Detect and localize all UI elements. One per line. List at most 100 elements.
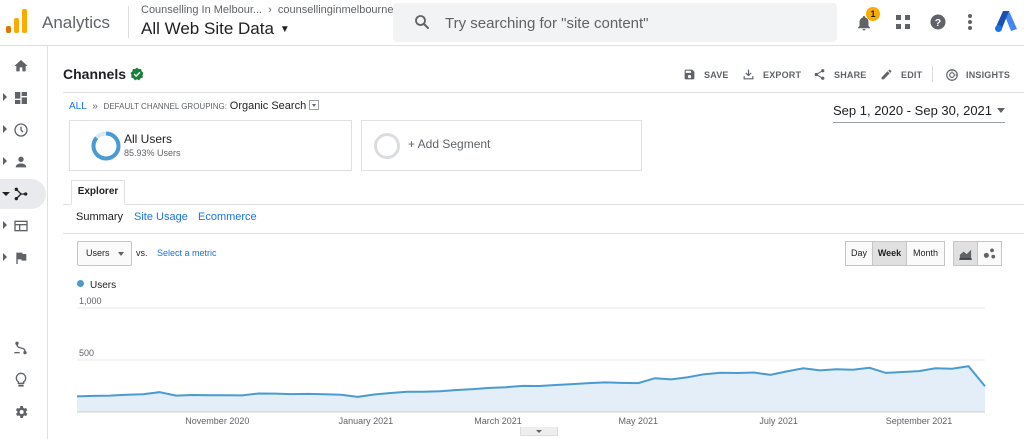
person-icon [15,156,27,168]
ads-logo-icon [995,11,1017,32]
app-name: Analytics [42,13,111,32]
property-name: counsellinginmelbourne... [277,4,403,16]
share-icon [814,69,825,80]
x-tick-label: July 2021 [759,416,798,426]
segment-all-users[interactable]: All Users 85.93% Users [69,120,352,171]
nav-customization[interactable] [0,83,48,113]
x-tick-label: November 2020 [185,416,249,426]
nav-behavior[interactable] [0,211,48,241]
segment-donut [91,131,121,161]
search-bar[interactable] [393,3,837,42]
y-tick-label: 500 [79,348,94,358]
report-actions: SAVE EXPORT SHARE EDIT INSIGHTS [0,68,1024,82]
segment-placeholder-icon [374,133,400,159]
nav-attribution[interactable] [0,333,48,363]
chart-legend: Users [77,280,116,291]
flag-icon [16,252,27,264]
add-segment-label: + Add Segment [408,137,491,151]
account-avatar[interactable] [994,9,1018,35]
subtab-ecommerce[interactable]: Ecommerce [198,211,257,223]
chevron-right-icon: › [268,4,272,16]
period-month-button[interactable]: Month [906,241,945,266]
metric-select[interactable]: Users [77,241,132,266]
share-label: SHARE [834,70,867,80]
apps-grid-icon [896,15,910,29]
actions-divider [932,66,933,82]
subtab-summary[interactable]: Summary [76,211,124,223]
nav-acquisition[interactable] [0,179,46,209]
legend-label: Users [90,280,117,291]
nav-conversions[interactable] [0,243,48,273]
account-selector[interactable]: Counselling In Melbour... › counsellingi… [141,4,403,16]
nav-audience[interactable] [0,147,48,177]
save-label: SAVE [704,70,729,80]
expand-arrow-icon [2,192,10,196]
page-title: Channels [63,66,127,82]
clock-icon [14,123,28,137]
users-area-chart: 1,000 500 November 2020 January 2021 March 2… [76,296,986,426]
breadcrumb-value: Organic Search [229,100,307,112]
bell-icon [858,15,870,31]
series-area-users [77,366,985,412]
motion-chart-toggle[interactable] [977,241,1002,266]
add-segment-button[interactable]: + Add Segment [361,120,642,171]
tab-explorer[interactable]: Explorer [71,180,125,205]
svg-text:?: ? [935,17,941,29]
expand-arrow-icon [3,221,7,229]
attribution-icon [14,341,27,355]
nav-admin[interactable] [0,397,48,427]
search-input[interactable] [445,11,825,35]
select-metric-link[interactable]: Select a metric [157,248,217,258]
header-divider [128,6,129,38]
behavior-icon [14,220,28,232]
line-chart-toggle[interactable] [953,241,978,266]
left-nav [0,46,48,439]
x-tick-label: March 2021 [474,416,522,426]
segment-title: All Users [124,132,173,146]
dashboard-icon [15,92,27,104]
breadcrumb-dropdown[interactable] [309,100,320,111]
view-name: All Web Site Data [141,19,274,38]
caret-down-icon [118,252,124,256]
line-chart-icon [959,249,972,260]
period-day-button[interactable]: Day [845,241,873,266]
x-tick-label: May 2021 [619,416,659,426]
date-range-picker[interactable]: Sep 1, 2020 - Sep 30, 2021 [833,103,1005,123]
legend-swatch [77,280,84,287]
period-week-button[interactable]: Week [872,241,907,266]
divider [63,92,1024,93]
apps-button[interactable] [893,12,913,32]
breadcrumb: ALL » DEFAULT CHANNEL GROUPING: Organic … [69,100,320,112]
x-tick-label: January 2021 [339,416,394,426]
bubble-chart-icon [983,248,996,259]
vs-label: vs. [136,248,148,258]
divider [63,233,1024,234]
more-vert-icon [968,14,972,30]
breadcrumb-separator: » [92,101,98,112]
save-icon [684,69,695,80]
caret-down-icon [997,108,1005,113]
analytics-logo[interactable] [6,9,28,33]
help-button[interactable]: ? [928,12,948,32]
export-label: EXPORT [763,70,802,80]
export-icon [743,69,754,80]
expand-arrow-icon [3,93,7,101]
breadcrumb-all-link[interactable]: ALL [69,101,87,112]
expand-arrow-icon [3,125,7,133]
expand-arrow-icon [3,253,7,261]
notifications-button[interactable]: 1 [855,7,880,32]
chart-resize-handle[interactable] [520,427,558,436]
nav-discover[interactable] [0,365,48,395]
nav-realtime[interactable] [0,115,48,145]
y-tick-label: 1,000 [79,296,102,306]
insights-icon [946,69,958,81]
app-header: Analytics Counselling In Melbour... › co… [0,0,1024,46]
search-icon [415,15,429,29]
nav-home[interactable] [0,51,48,81]
more-options-button[interactable] [960,12,980,32]
breadcrumb-dimension: DEFAULT CHANNEL GROUPING: [103,102,227,111]
verified-check-icon [130,67,144,81]
subtab-site-usage[interactable]: Site Usage [134,211,188,223]
account-name: Counselling In Melbour... [141,4,263,16]
view-selector[interactable]: All Web Site Data ▼ [141,19,290,39]
